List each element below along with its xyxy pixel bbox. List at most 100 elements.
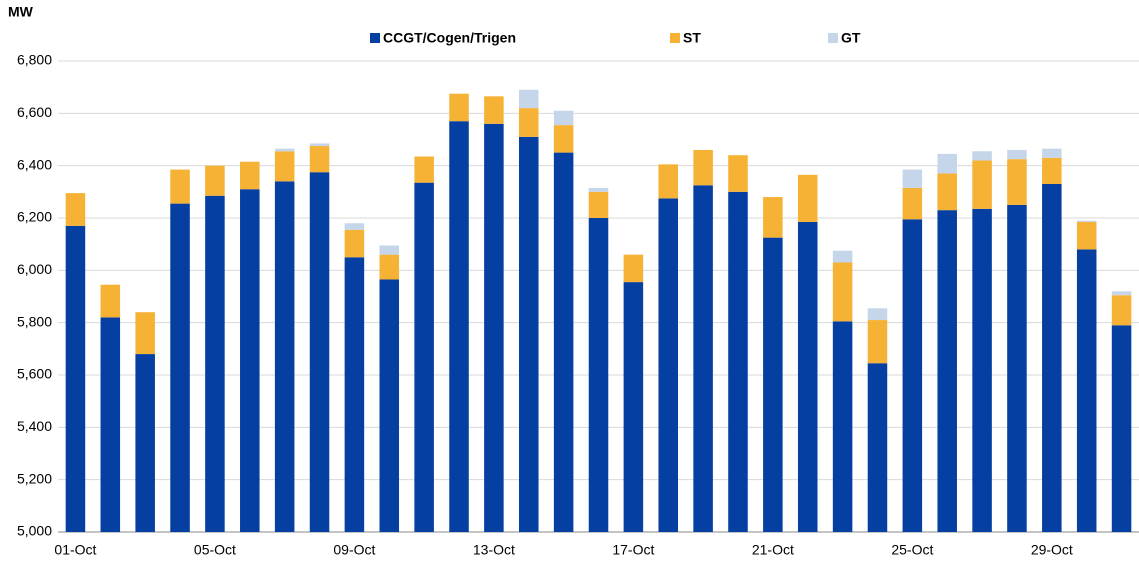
bar-segment [1007, 159, 1027, 205]
bar-segment [867, 363, 888, 532]
bar-segment [1076, 221, 1097, 250]
bar-segment [658, 164, 679, 199]
bar-segment [588, 218, 609, 532]
y-tick-label: 6,400 [17, 156, 52, 172]
bar-segment [902, 169, 923, 188]
legend-label: GT [841, 30, 861, 46]
bar-segment [379, 245, 400, 255]
bar-segment [309, 143, 330, 147]
y-tick-label: 6,000 [17, 261, 52, 277]
bar-segment [518, 89, 539, 109]
bar-segment [518, 108, 539, 137]
bar-segment [728, 155, 748, 192]
bar-segment [728, 191, 748, 533]
bar-segment [484, 123, 504, 533]
bar-segment [170, 169, 190, 204]
y-tick-label: 5,600 [17, 366, 52, 382]
bar-segment [1042, 148, 1062, 158]
bar-segment [240, 161, 260, 190]
bar-segment [344, 257, 365, 532]
legend-swatch [370, 33, 380, 43]
bar-segment [797, 174, 818, 222]
bar-segment [553, 110, 574, 126]
bar-segment [65, 193, 86, 226]
x-tick-label: 01-Oct [54, 542, 96, 558]
bar-segment [309, 146, 330, 173]
bar-segment [867, 308, 888, 321]
legend-swatch [828, 33, 838, 43]
bar-segment [274, 151, 295, 182]
bar-segment [1007, 204, 1027, 532]
bar-segment [240, 189, 260, 532]
bar-segment [797, 221, 818, 533]
bar-segment [379, 279, 400, 532]
bar-segment [937, 173, 957, 211]
bar-segment [1076, 220, 1097, 222]
bar-segment [449, 93, 469, 122]
legend-label: CCGT/Cogen/Trigen [383, 30, 516, 46]
y-tick-label: 5,400 [17, 418, 52, 434]
bar-segment [518, 136, 539, 532]
bar-segment [588, 187, 609, 192]
y-tick-label: 6,800 [17, 52, 52, 68]
y-tick-label: 6,200 [17, 209, 52, 225]
bar-segment [1111, 295, 1132, 326]
bar-segment [135, 354, 155, 532]
bar-segment [1007, 149, 1027, 160]
bar-segment [763, 237, 783, 532]
bar-segment [1111, 291, 1132, 296]
bar-segment [274, 148, 295, 152]
bar-segment [344, 223, 365, 230]
bar-segment [344, 229, 365, 258]
bar-segment [449, 121, 469, 532]
bar-segment [832, 321, 853, 532]
legend-swatch [670, 33, 680, 43]
bar-segment [972, 151, 992, 161]
bar-segment [588, 191, 609, 218]
bar-segment [832, 262, 853, 322]
bar-segment [65, 225, 86, 532]
legend-label: ST [683, 30, 701, 46]
bar-segment [553, 125, 574, 153]
bar-segment [832, 250, 853, 263]
x-tick-label: 29-Oct [1031, 542, 1073, 558]
bar-segment [379, 254, 400, 280]
bar-segment [902, 219, 923, 532]
x-tick-label: 09-Oct [333, 542, 375, 558]
bar-segment [1111, 325, 1132, 532]
x-tick-label: 05-Oct [194, 542, 236, 558]
bar-segment [100, 284, 121, 318]
bar-segment [553, 152, 574, 533]
bar-segment [414, 156, 434, 183]
bar-segment [205, 195, 225, 532]
bar-segment [623, 254, 644, 283]
bar-segment [937, 153, 957, 174]
bar-segment [658, 198, 679, 532]
bar-segment [100, 317, 121, 532]
y-tick-label: 5,000 [17, 523, 52, 539]
bar-segment [937, 210, 957, 532]
y-tick-label: 5,200 [17, 470, 52, 486]
bar-segment [763, 197, 783, 238]
bar-segment [484, 96, 504, 124]
bar-segment [693, 149, 713, 186]
bar-segment [309, 172, 330, 533]
bar-segment [972, 160, 992, 209]
y-tick-label: 5,800 [17, 313, 52, 329]
bar-segment [205, 165, 225, 196]
bar-segment [902, 187, 923, 220]
x-tick-label: 17-Oct [612, 542, 654, 558]
bar-segment [135, 312, 155, 355]
bar-segment [972, 208, 992, 532]
bar-segment [623, 282, 644, 532]
y-tick-label: 6,600 [17, 104, 52, 120]
x-tick-label: 13-Oct [473, 542, 515, 558]
bar-segment [414, 182, 434, 533]
y-axis-label: MW [8, 4, 34, 20]
bar-segment [1042, 157, 1062, 184]
bar-segment [274, 181, 295, 532]
bar-segment [693, 185, 713, 532]
bar-segment [1042, 183, 1062, 532]
bar-segment [1076, 249, 1097, 532]
